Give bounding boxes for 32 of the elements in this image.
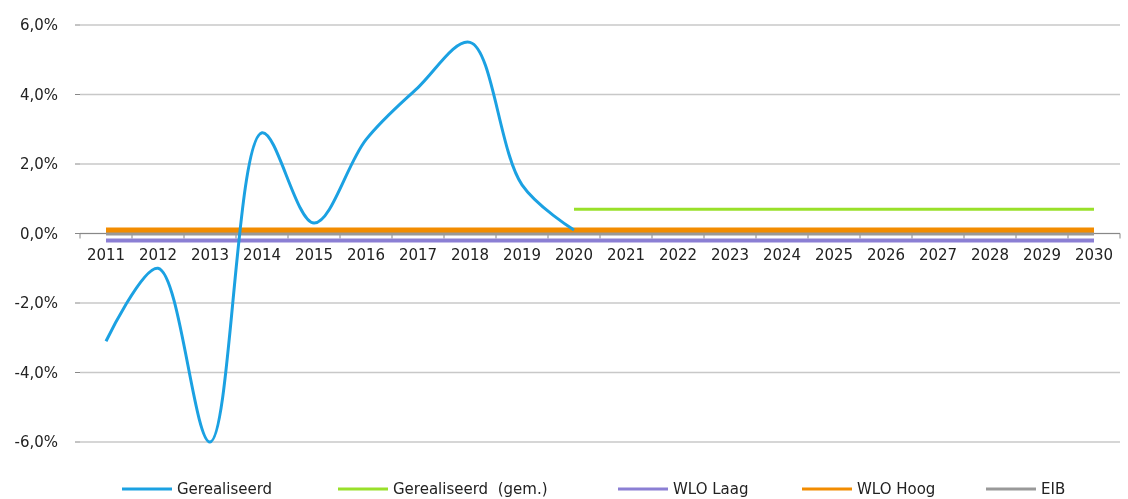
legend-label: Gerealiseerd	[177, 480, 273, 499]
y-tick-label: 6,0%	[19, 16, 58, 35]
x-tick-label: 2028	[970, 245, 1010, 264]
x-tick-label: 2018	[450, 245, 490, 264]
x-tick-label: 2017	[398, 245, 438, 264]
x-tick-label: 2022	[658, 245, 698, 264]
x-tick-label: 2021	[606, 245, 646, 264]
x-tick-label: 2029	[1022, 245, 1062, 264]
x-tick-label: 2013	[190, 245, 230, 264]
x-tick-label: 2023	[710, 245, 750, 264]
x-tick-label: 2011	[86, 245, 126, 264]
legend-label: Gerealiseerd (gem.)	[393, 480, 548, 499]
x-tick-label: 2024	[762, 245, 802, 264]
y-tick-label: -2,0%	[14, 294, 58, 313]
x-tick-label: 2015	[294, 245, 334, 264]
legend-label: WLO Hoog	[857, 480, 936, 499]
x-tick-label: 2027	[918, 245, 958, 264]
x-tick-label: 2020	[554, 245, 594, 264]
y-tick-label: 0,0%	[19, 224, 58, 243]
y-tick-label: 4,0%	[19, 85, 58, 104]
x-tick-label: 2012	[138, 245, 178, 264]
y-tick-label: -4,0%	[14, 363, 58, 382]
y-tick-label: -6,0%	[14, 433, 58, 452]
x-tick-label: 2019	[502, 245, 542, 264]
x-tick-label: 2025	[814, 245, 854, 264]
y-tick-label: 2,0%	[19, 155, 58, 174]
x-tick-label: 2026	[866, 245, 906, 264]
legend-label: WLO Laag	[673, 480, 749, 499]
legend-label: EIB	[1041, 480, 1066, 499]
x-tick-label: 2016	[346, 245, 386, 264]
x-tick-label: 2030	[1074, 245, 1114, 264]
x-tick-label: 2014	[242, 245, 282, 264]
